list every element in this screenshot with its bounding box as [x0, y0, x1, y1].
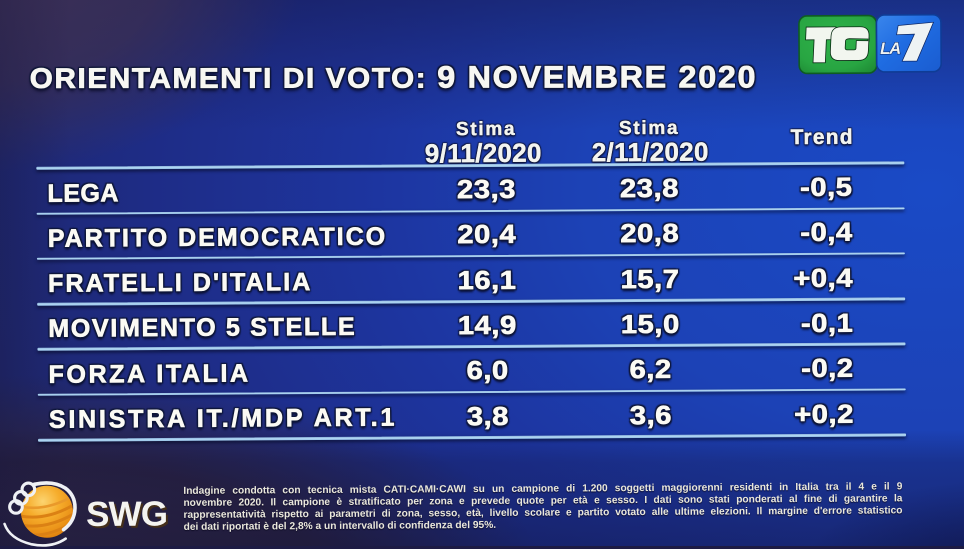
svg-text:LA: LA [880, 40, 900, 58]
svg-text:SWG: SWG [86, 494, 167, 534]
svg-text:SWG: SWG [88, 496, 169, 536]
